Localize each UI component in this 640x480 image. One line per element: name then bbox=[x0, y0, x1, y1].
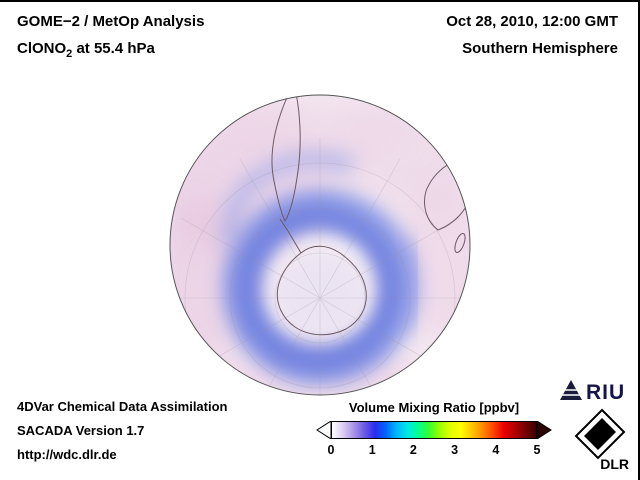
vortex-arm bbox=[396, 238, 421, 332]
attribution-url: http://wdc.dlr.de bbox=[17, 447, 117, 462]
colorbar-tick-1: 1 bbox=[368, 443, 376, 457]
riu-logo-text: RIU bbox=[586, 381, 625, 404]
colorbar-tick-3: 3 bbox=[451, 443, 459, 457]
data-layer bbox=[170, 95, 470, 395]
species-name: ClONO bbox=[17, 40, 67, 57]
coastline-madagascar bbox=[454, 233, 466, 253]
antarctic-interior bbox=[272, 251, 368, 335]
colorbar-arrow-left-svg bbox=[316, 421, 331, 439]
coastline-africa bbox=[424, 154, 470, 231]
header-right: Oct 28, 2010, 12:00 GMT Southern Hemisph… bbox=[446, 13, 618, 57]
colorbar-tick-2: 2 bbox=[409, 443, 417, 457]
colorbar-row bbox=[316, 421, 552, 439]
dlr-logo-wing-icon bbox=[574, 408, 626, 460]
header-left: GOME−2 / MetOp Analysis ClONO2 at 55.4 h… bbox=[17, 13, 204, 63]
dlr-logo: DLR bbox=[574, 408, 629, 470]
colorbar-tick-0: 0 bbox=[327, 443, 335, 457]
globe-map bbox=[169, 94, 471, 396]
analysis-title: GOME−2 / MetOp Analysis bbox=[17, 13, 205, 30]
globe-limb bbox=[169, 94, 471, 396]
dlr-logo-text: DLR bbox=[600, 456, 629, 470]
colorbar-arrow-right-svg bbox=[537, 421, 552, 439]
colorbar-arrow-left bbox=[316, 421, 331, 439]
coastline-antarctica bbox=[276, 245, 367, 336]
datetime-label: Oct 28, 2010, 12:00 GMT bbox=[446, 13, 618, 30]
colorbar-tick-4: 4 bbox=[492, 443, 500, 457]
vortex-arm bbox=[219, 149, 357, 244]
colorbar-title: Volume Mixing Ratio [ppbv] bbox=[348, 400, 520, 415]
attribution-line-2: SACADA Version 1.7 bbox=[17, 423, 145, 438]
riu-logo: RIU bbox=[560, 380, 625, 404]
attribution-line-1: 4DVar Chemical Data Assimilation bbox=[17, 399, 228, 414]
pink-wash bbox=[393, 178, 470, 348]
attribution: 4DVar Chemical Data Assimilation SACADA … bbox=[17, 399, 228, 471]
pink-wash bbox=[228, 95, 408, 169]
pressure-level: at 55.4 hPa bbox=[72, 40, 155, 57]
colorbar-tick-5: 5 bbox=[533, 443, 541, 457]
colorbar: Volume Mixing Ratio [ppbv] 0 1 2 3 4 5 bbox=[316, 400, 552, 457]
colorbar-arrow-right bbox=[537, 421, 552, 439]
species-level: ClONO2 at 55.4 hPa bbox=[17, 40, 204, 63]
colorbar-ticks: 0 1 2 3 4 5 bbox=[327, 443, 541, 457]
dlr-logo-wing-fill-icon bbox=[584, 418, 616, 450]
hemisphere-label: Southern Hemisphere bbox=[462, 40, 618, 57]
coastline-antarctic-peninsula bbox=[279, 218, 302, 254]
graticule bbox=[170, 138, 470, 395]
coastline-south-america bbox=[271, 95, 301, 222]
polar-vortex-ring-inner bbox=[235, 206, 401, 372]
colorbar-gradient bbox=[331, 421, 537, 439]
coastlines bbox=[271, 95, 470, 336]
species-subscript: 2 bbox=[66, 48, 73, 60]
